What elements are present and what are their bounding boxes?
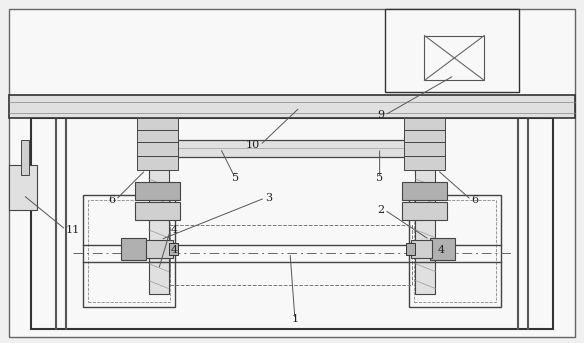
Text: 3: 3: [265, 193, 272, 203]
Text: 9: 9: [377, 110, 385, 120]
Bar: [137, 130, 179, 142]
Bar: [9, 95, 575, 118]
Bar: [145, 240, 173, 258]
Bar: [413, 200, 496, 303]
Bar: [402, 182, 447, 200]
Bar: [83, 195, 175, 307]
Bar: [169, 243, 179, 255]
Bar: [425, 36, 484, 80]
Bar: [404, 156, 446, 170]
Bar: [405, 243, 415, 255]
Bar: [88, 200, 171, 303]
Bar: [9, 165, 37, 210]
Bar: [135, 182, 180, 200]
Text: 5: 5: [232, 173, 239, 183]
Bar: [415, 118, 436, 295]
Bar: [385, 9, 519, 92]
Bar: [137, 118, 179, 130]
Bar: [121, 238, 145, 260]
Bar: [137, 142, 179, 156]
Bar: [404, 130, 446, 142]
Bar: [430, 238, 456, 260]
Bar: [137, 156, 179, 170]
Text: 11: 11: [66, 225, 80, 235]
Text: 10: 10: [246, 140, 260, 150]
Bar: [411, 240, 432, 258]
Text: 4: 4: [171, 245, 178, 255]
Bar: [21, 140, 29, 175]
Bar: [171, 225, 412, 285]
Text: 5: 5: [376, 173, 383, 183]
Bar: [409, 195, 501, 307]
Bar: [31, 118, 553, 329]
Bar: [148, 118, 169, 295]
Bar: [404, 142, 446, 156]
Bar: [135, 202, 180, 220]
Bar: [402, 202, 447, 220]
Text: 1: 1: [291, 315, 298, 324]
Text: 4: 4: [437, 245, 444, 255]
Text: 6: 6: [109, 195, 116, 205]
Text: 4: 4: [171, 225, 178, 235]
Text: 2: 2: [377, 205, 385, 215]
Text: 6: 6: [471, 195, 478, 205]
Bar: [404, 118, 446, 130]
Bar: [169, 140, 415, 157]
